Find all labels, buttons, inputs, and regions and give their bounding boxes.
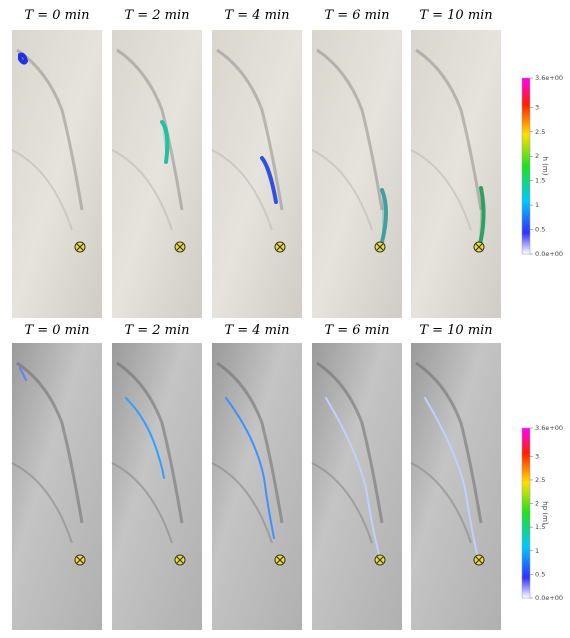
panel-title: T = 4 min — [224, 8, 289, 23]
panel: T = 10 min — [410, 323, 501, 630]
colorbar-label: hp (m) — [541, 501, 549, 525]
panel: T = 0 min — [11, 8, 102, 318]
flow — [225, 397, 275, 539]
valley — [410, 149, 472, 231]
panel-title: T = 0 min — [24, 323, 89, 338]
terrain — [12, 343, 102, 630]
colorbar-tick-label: 3 — [535, 103, 539, 111]
terrain — [212, 30, 302, 318]
terrain — [312, 30, 402, 318]
panel-title: T = 2 min — [124, 323, 189, 338]
target-cross — [376, 243, 384, 251]
target-cross — [76, 556, 84, 564]
valley — [11, 462, 73, 544]
flow — [125, 397, 165, 479]
terrain — [212, 343, 302, 630]
flow — [19, 367, 27, 381]
flow — [160, 120, 170, 164]
valley — [111, 149, 173, 231]
target-cross — [276, 556, 284, 564]
ridge — [415, 361, 483, 524]
panel: T = 2 min — [111, 8, 202, 318]
flow — [260, 156, 278, 204]
colorbar-tick-label: 1.5 — [535, 523, 545, 531]
colorbar-tick-label: 1 — [535, 201, 539, 209]
terrain — [411, 30, 501, 318]
valley — [311, 462, 373, 544]
ridge — [16, 361, 84, 524]
colorbar — [521, 427, 531, 599]
colorbar-tick-label: 3 — [535, 452, 539, 460]
panel-title: T = 10 min — [419, 8, 492, 23]
colorbar-tick-label: 2 — [535, 152, 539, 160]
ridge — [316, 361, 384, 524]
panel-title: T = 10 min — [419, 323, 492, 338]
ridge — [216, 361, 284, 524]
panel-title: T = 0 min — [24, 8, 89, 23]
colorbar-tick-label: 0.0e+00 — [535, 594, 563, 602]
colorbar-tick-label: 0.5 — [535, 570, 545, 578]
colorbar-tick-label: 2 — [535, 500, 539, 508]
flow — [380, 188, 388, 244]
panel-title: T = 6 min — [324, 323, 389, 338]
ridge — [16, 48, 84, 211]
flow — [18, 52, 29, 65]
valley — [211, 149, 273, 231]
panel: T = 4 min — [211, 323, 302, 630]
terrain — [112, 30, 202, 318]
ridge — [116, 48, 184, 211]
target-cross — [76, 243, 84, 251]
valley — [11, 149, 73, 231]
terrain — [12, 30, 102, 318]
colorbar-tick-label: 2.5 — [535, 128, 545, 136]
flow — [424, 397, 480, 564]
panel-title: T = 6 min — [324, 8, 389, 23]
target-cross — [176, 243, 184, 251]
target-cross — [376, 556, 384, 564]
panel: T = 2 min — [111, 323, 202, 630]
target-cross — [475, 243, 483, 251]
panel: T = 4 min — [211, 8, 302, 318]
panel: T = 10 min — [410, 8, 501, 318]
colorbar-tick-label: 2.5 — [535, 476, 545, 484]
target-cross — [276, 243, 284, 251]
colorbar — [521, 77, 531, 255]
ridge — [415, 48, 483, 211]
colorbar-tick-label: 0.0e+00 — [535, 250, 563, 258]
terrain — [112, 343, 202, 630]
valley — [410, 462, 472, 544]
panel: T = 0 min — [11, 323, 102, 630]
terrain — [411, 343, 501, 630]
colorbar-tick-label: 1 — [535, 547, 539, 555]
colorbar-tick-label: 1.5 — [535, 177, 545, 185]
ridge — [116, 361, 184, 524]
flow — [325, 397, 381, 559]
valley — [111, 462, 173, 544]
colorbar-label: h (m) — [541, 157, 549, 176]
target-cross — [176, 556, 184, 564]
valley — [311, 149, 373, 231]
ridge — [316, 48, 384, 211]
colorbar-tick-label: 3.6e+00 — [535, 74, 563, 82]
target-cross — [475, 556, 483, 564]
terrain — [312, 343, 402, 630]
panel-title: T = 2 min — [124, 8, 189, 23]
panel-title: T = 4 min — [224, 323, 289, 338]
ridge — [216, 48, 284, 211]
valley — [211, 462, 273, 544]
colorbar-tick-label: 3.6e+00 — [535, 424, 563, 432]
panel: T = 6 min — [311, 8, 402, 318]
panel: T = 6 min — [311, 323, 402, 630]
colorbar-tick-label: 0.5 — [535, 226, 545, 234]
